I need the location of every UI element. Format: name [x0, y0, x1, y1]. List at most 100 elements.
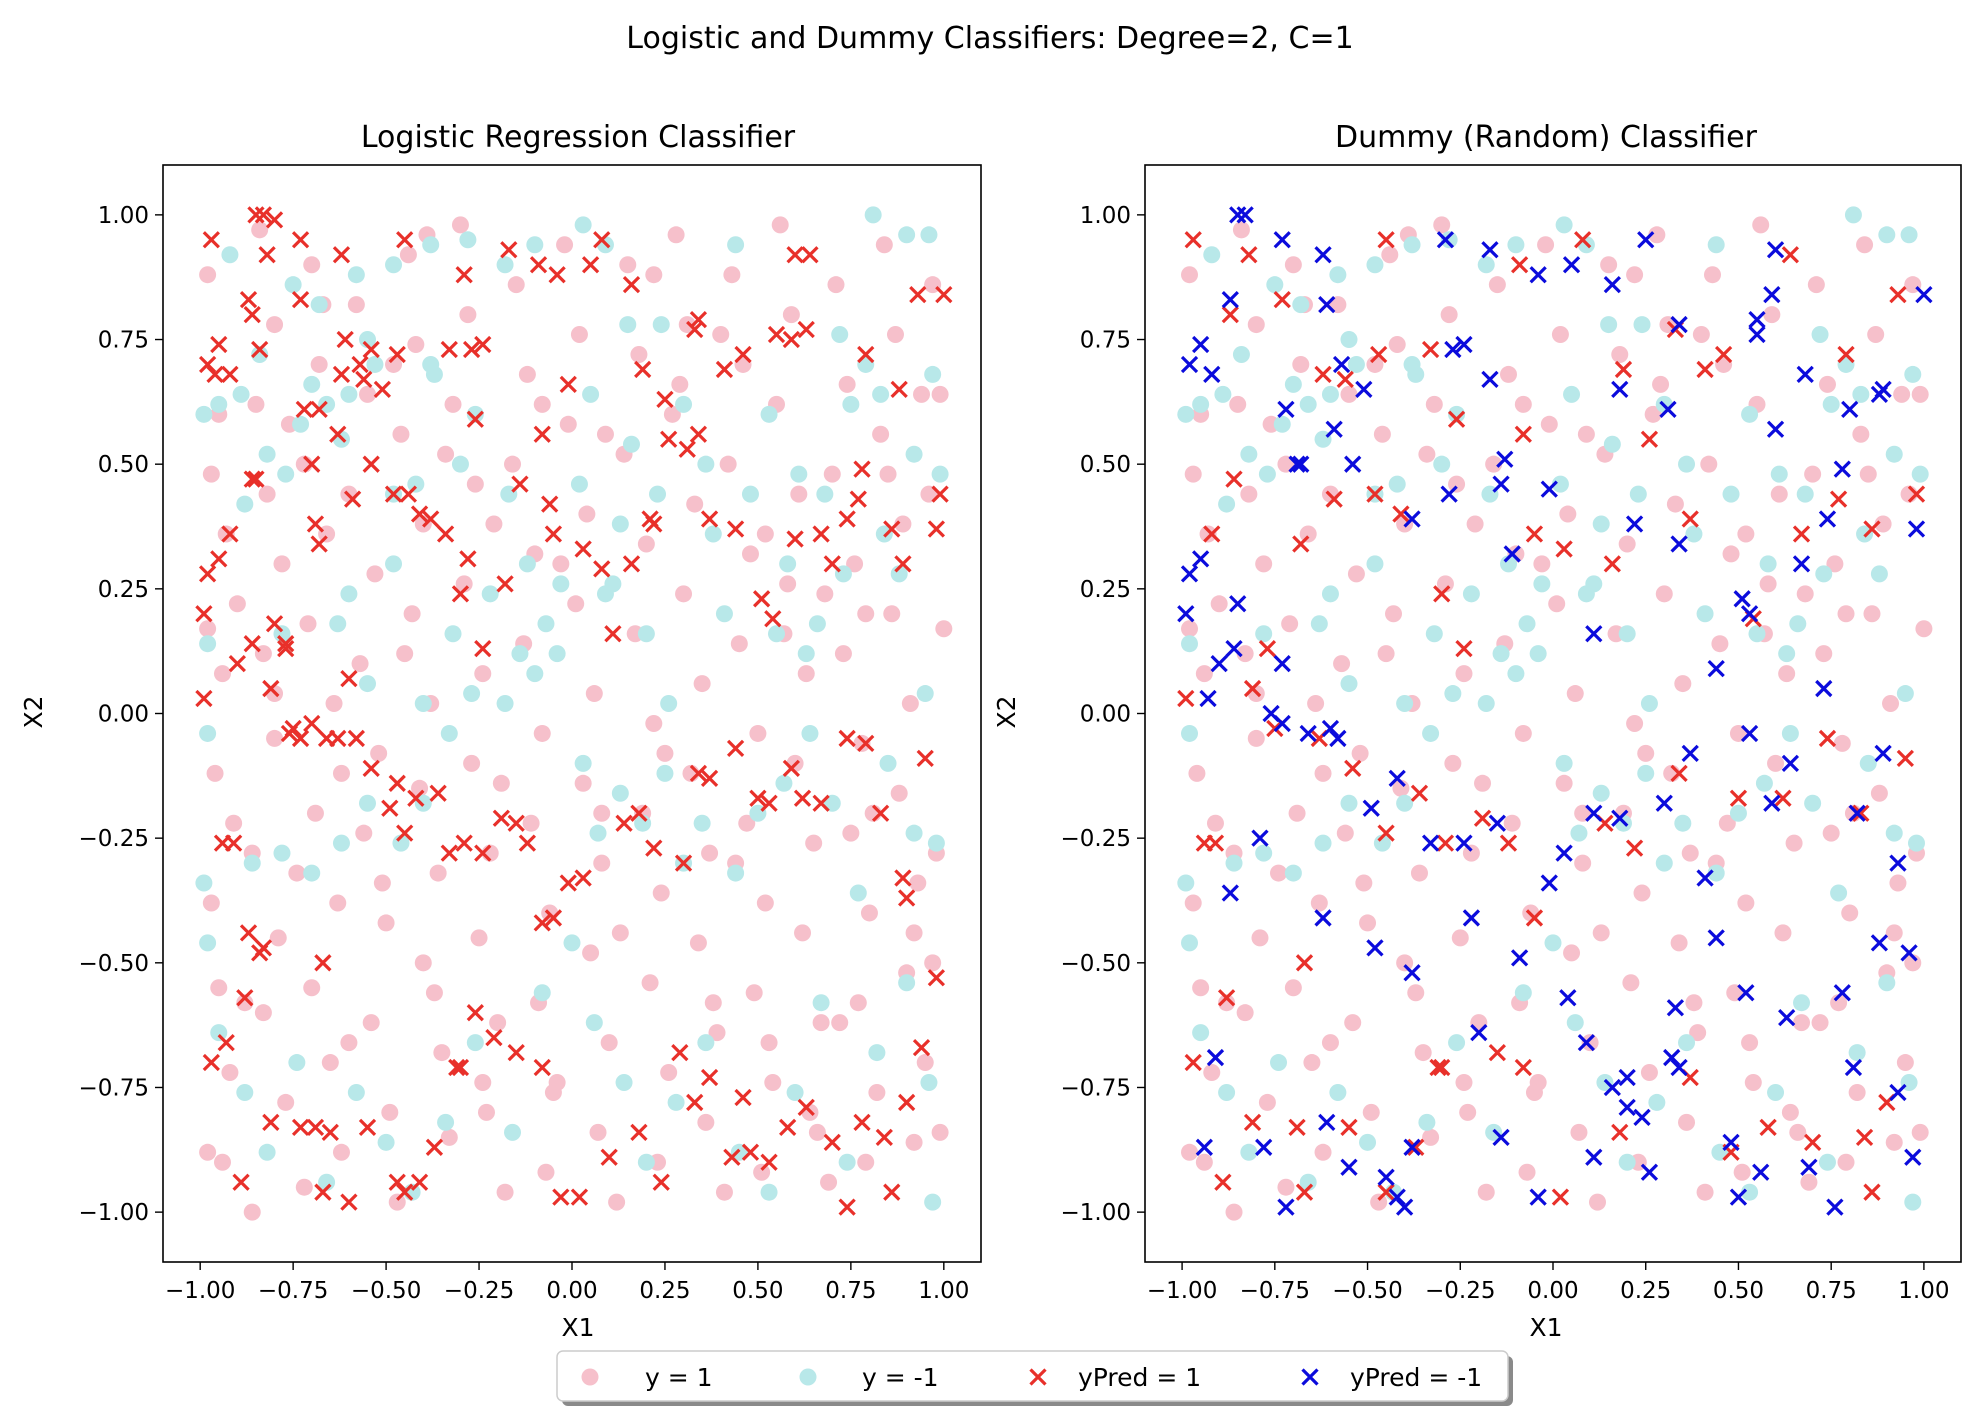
data-point — [857, 345, 875, 364]
data-point — [1670, 535, 1688, 553]
panel-title: Logistic Regression Classifier — [361, 120, 796, 155]
data-point — [384, 485, 403, 503]
data-point — [1796, 585, 1814, 603]
data-point — [1485, 1123, 1503, 1141]
data-point — [585, 1014, 603, 1032]
data-point — [860, 904, 878, 922]
data-point — [823, 794, 841, 812]
data-point — [1800, 1173, 1818, 1191]
data-point — [1752, 1163, 1770, 1181]
data-point — [466, 1034, 484, 1052]
data-point — [1770, 485, 1788, 503]
data-point — [827, 276, 845, 294]
data-point — [1540, 874, 1558, 892]
data-point — [1243, 1113, 1262, 1132]
data-point — [198, 565, 217, 583]
data-point — [1377, 1183, 1395, 1201]
data-point — [924, 954, 942, 972]
data-point — [1455, 640, 1473, 658]
data-point — [533, 425, 551, 443]
data-point — [1366, 939, 1384, 957]
data-point — [1796, 365, 1814, 384]
data-point — [901, 695, 919, 713]
data-point — [1462, 844, 1480, 862]
data-point — [247, 206, 265, 224]
data-point — [871, 804, 890, 822]
data-point — [266, 316, 284, 334]
data-point — [291, 1118, 310, 1137]
data-point — [1192, 979, 1210, 997]
data-point — [868, 1083, 886, 1101]
data-point — [890, 380, 908, 399]
data-point — [1184, 465, 1202, 483]
data-point — [1822, 395, 1840, 413]
data-point — [1381, 246, 1399, 264]
data-point — [1707, 864, 1725, 882]
data-point — [552, 1188, 570, 1206]
data-point — [660, 430, 678, 448]
data-point — [913, 385, 931, 403]
data-point — [686, 320, 704, 339]
data-point — [1318, 295, 1336, 314]
data-point — [1559, 505, 1577, 523]
data-point — [1744, 1073, 1762, 1091]
data-point — [303, 864, 321, 882]
data-point — [1581, 1034, 1599, 1052]
legend-marker — [1029, 1368, 1047, 1386]
data-point — [529, 256, 548, 274]
data-point — [381, 1103, 399, 1121]
data-point — [1563, 385, 1581, 403]
data-point — [738, 814, 756, 832]
data-point — [1477, 256, 1495, 274]
data-point — [407, 789, 425, 807]
data-point — [1859, 465, 1877, 483]
data-point — [1229, 595, 1247, 613]
data-point — [410, 1173, 429, 1191]
data-point — [1284, 375, 1302, 393]
data-point — [1192, 1024, 1210, 1042]
y-axis-label: X2 — [19, 695, 48, 728]
data-point — [849, 994, 867, 1012]
data-point — [1444, 754, 1462, 772]
data-point — [1418, 1113, 1436, 1131]
data-point — [474, 665, 492, 683]
data-point — [474, 335, 492, 354]
data-point — [1755, 774, 1773, 792]
data-point — [1340, 1158, 1358, 1176]
data-point — [451, 585, 470, 603]
y-tick-label: −0.75 — [79, 1075, 149, 1101]
data-point — [548, 645, 566, 663]
data-point — [719, 455, 737, 473]
data-point — [254, 939, 273, 957]
data-point — [1637, 764, 1655, 782]
data-point — [1815, 565, 1833, 583]
data-point — [686, 1093, 704, 1112]
data-point — [1366, 555, 1384, 573]
data-point — [1525, 909, 1544, 927]
data-point — [1195, 665, 1213, 683]
data-point — [611, 784, 629, 802]
data-point — [593, 231, 611, 249]
data-point — [1681, 510, 1699, 528]
data-point — [1177, 605, 1195, 623]
data-point — [1614, 360, 1633, 379]
data-point — [362, 759, 380, 777]
data-point — [1492, 475, 1510, 493]
data-point — [340, 669, 358, 688]
data-point — [931, 465, 949, 483]
x-tick-label: −1.00 — [165, 1278, 235, 1304]
data-point — [221, 1064, 239, 1082]
data-point — [585, 685, 603, 703]
data-point — [202, 231, 220, 249]
data-point — [1388, 475, 1406, 493]
x-tick-label: −0.25 — [1425, 1278, 1495, 1304]
data-point — [236, 1083, 254, 1101]
data-point — [1763, 286, 1781, 304]
data-point — [303, 256, 321, 274]
data-point — [1904, 1148, 1922, 1166]
data-point — [1800, 1158, 1818, 1176]
data-point — [700, 1068, 719, 1087]
data-point — [1807, 276, 1825, 294]
data-point — [1678, 1113, 1696, 1131]
data-point — [1603, 276, 1621, 294]
